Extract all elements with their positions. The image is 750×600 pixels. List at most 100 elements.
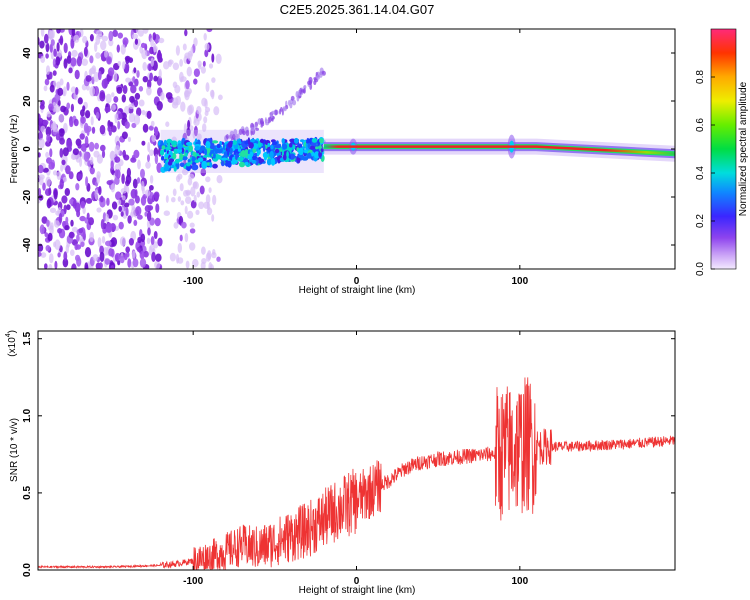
- spectrogram-noise-blob: [38, 174, 45, 180]
- spectrogram-band-blob: [185, 152, 188, 157]
- spectrogram-noise-blob: [111, 201, 118, 210]
- spectrogram-band-blob: [282, 143, 288, 150]
- spectrogram-noise-blob: [45, 65, 51, 75]
- spectrogram-noise-blob: [122, 149, 126, 159]
- spectrogram-noise-blob: [109, 150, 116, 161]
- spectrogram-noise-blob: [38, 194, 44, 201]
- spectrogram-noise-blob: [125, 77, 131, 83]
- spectrogram-noise-blob: [203, 33, 207, 41]
- spectrogram-noise-blob: [59, 78, 64, 86]
- spectrogram-band-blob: [229, 147, 233, 156]
- spectrogram-noise-blob: [218, 94, 223, 101]
- spectrogram-band-blob: [173, 166, 177, 172]
- spectrogram-band-blob: [164, 162, 170, 170]
- spectrogram-noise-blob: [73, 118, 79, 127]
- spectrogram-noise-blob: [49, 234, 53, 241]
- spectrogram-noise-blob: [144, 205, 152, 213]
- spectrogram-noise-blob: [99, 124, 106, 135]
- spectrogram-noise-blob: [155, 203, 160, 213]
- spectrogram-noise-blob: [151, 134, 157, 143]
- spectrogram-noise-blob: [76, 234, 80, 242]
- spectrogram-noise-blob: [146, 210, 152, 222]
- spectrogram-band-blob: [237, 148, 242, 152]
- spectrogram-band-blob: [204, 148, 208, 156]
- svg-text:(x104): (x104): [5, 330, 18, 357]
- spectrogram-noise-blob: [154, 153, 159, 165]
- spectrogram-noise-blob: [44, 263, 48, 269]
- spectrogram-noise-blob: [187, 210, 194, 219]
- spectrogram-noise-blob: [193, 78, 198, 85]
- spectrogram-noise-blob: [38, 251, 42, 257]
- spectrogram-noise-blob: [118, 113, 123, 120]
- spectrogram-branch-blob: [313, 80, 317, 85]
- spectrogram-noise-blob: [77, 97, 83, 105]
- spectrogram-band-blob: [192, 151, 197, 157]
- spectrogram-noise-blob: [121, 94, 127, 103]
- spectrogram-band-blob: [233, 148, 240, 156]
- colorbar-gradient: [711, 29, 736, 269]
- spectrogram-noise-blob: [59, 148, 64, 158]
- spectrogram-band-blob: [232, 156, 235, 164]
- spectrogram-noise-blob: [212, 194, 217, 206]
- spectrogram-band-blob: [274, 148, 280, 154]
- spectrogram-branch-blob: [282, 107, 287, 112]
- spectrogram-noise-blob: [97, 237, 102, 248]
- spectrogram-noise-blob: [111, 92, 115, 98]
- spectrogram-noise-blob: [85, 176, 89, 187]
- spectrogram-noise-blob: [55, 56, 61, 66]
- spectrogram-noise-blob: [40, 125, 46, 133]
- spectrogram-noise-blob: [177, 257, 184, 264]
- spectrogram-noise-blob: [203, 201, 210, 209]
- spectrogram-noise-blob: [125, 207, 129, 217]
- snr-y-axis-label: SNR (10 * v/v): [9, 418, 20, 482]
- spectrogram-noise-blob: [89, 55, 94, 64]
- spectrogram-branch-blob: [260, 120, 264, 125]
- spectrogram-noise-blob: [181, 221, 187, 229]
- spectrogram-noise-blob: [54, 220, 60, 228]
- spectrogram-noise-blob: [165, 195, 169, 203]
- spectrogram-noise-blob: [112, 214, 119, 221]
- spectrogram-noise-blob: [187, 177, 193, 186]
- spectrogram-noise-blob: [61, 195, 68, 204]
- spectrogram-noise-blob: [76, 56, 82, 67]
- spectrogram-noise-blob: [180, 76, 187, 82]
- spectrogram-noise-blob: [99, 251, 105, 262]
- spectrogram-noise-blob: [63, 58, 68, 69]
- spectrogram-noise-blob: [48, 187, 52, 196]
- snr-y-tick-label: 1.5: [22, 331, 33, 345]
- spectrogram-noise-blob: [40, 100, 45, 107]
- spectrogram-band-blob: [270, 145, 274, 150]
- spectrogram-band-blob: [235, 152, 239, 161]
- spectrogram-noise-blob: [55, 133, 61, 141]
- spectrogram-noise-blob: [78, 228, 84, 234]
- spectrogram-noise-blob: [49, 225, 54, 236]
- spectrogram-noise-blob: [180, 200, 185, 206]
- spectrogram-band-blob: [227, 160, 232, 168]
- spectrogram-band-blob: [209, 142, 215, 150]
- spectrogram-noise-blob: [116, 169, 121, 180]
- spectrogram-noise-blob: [140, 168, 145, 179]
- spectrogram-noise-blob: [101, 236, 106, 244]
- spectrogram-band-blob: [306, 137, 310, 144]
- spectrogram-noise-blob: [124, 202, 130, 208]
- spectrogram-noise-blob: [118, 205, 122, 212]
- spectrogram-noise-blob: [193, 125, 198, 137]
- spectrogram-branch-blob: [303, 85, 307, 89]
- spectrogram-noise-blob: [117, 120, 121, 130]
- spectrogram-noise-blob: [193, 118, 200, 126]
- spectrogram-noise-blob: [141, 49, 148, 60]
- spectrogram-noise-blob: [174, 84, 181, 94]
- spectrogram-noise-blob: [85, 197, 93, 204]
- spectrogram-band-blob: [209, 162, 213, 168]
- spectrogram-noise-blob: [201, 97, 208, 107]
- spectrogram-branch-blob: [225, 134, 229, 140]
- spectrogram-noise-blob: [110, 265, 115, 269]
- spectrogram-noise-blob: [201, 258, 207, 264]
- spectrogram-noise-blob: [134, 78, 139, 87]
- snr-x-tick-label: -100: [183, 576, 203, 587]
- spectrogram-noise-blob: [54, 260, 58, 269]
- spectrogram-noise-blob: [143, 250, 149, 258]
- spectrogram-band-blob: [161, 145, 166, 150]
- spectrogram-noise-blob: [127, 215, 132, 224]
- spectrogram-noise-blob: [144, 189, 151, 197]
